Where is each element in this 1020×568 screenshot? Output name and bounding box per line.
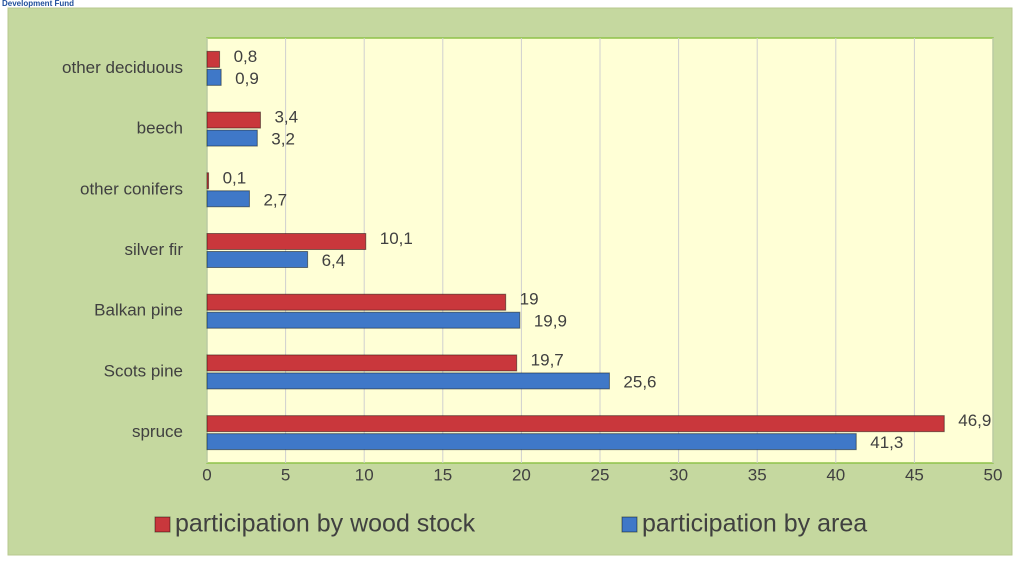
value-label: 3,2: [271, 130, 295, 149]
bar: [206, 372, 610, 390]
x-tick-label: 35: [748, 465, 767, 484]
y-tick-label: other deciduous: [62, 58, 183, 77]
value-label: 41,3: [870, 433, 903, 452]
x-tick-label: 25: [591, 465, 610, 484]
x-tick-label: 0: [202, 465, 211, 484]
value-label: 2,7: [263, 190, 287, 209]
x-tick-label: 40: [826, 465, 845, 484]
bar: [206, 111, 261, 129]
bar: [206, 354, 518, 372]
bar: [206, 433, 857, 451]
y-tick-label: Scots pine: [104, 361, 183, 380]
x-tick-label: 5: [281, 465, 290, 484]
x-tick-label: 50: [984, 465, 1003, 484]
bar: [206, 293, 507, 311]
bar: [206, 172, 210, 190]
bar: [206, 68, 222, 86]
y-tick-label: silver fir: [124, 240, 183, 259]
bar: [206, 311, 521, 329]
legend-label: participation by wood stock: [175, 510, 476, 538]
value-label: 0,8: [234, 47, 258, 66]
value-label: 19,9: [534, 312, 567, 331]
y-tick-label: spruce: [132, 422, 183, 441]
bar: [206, 415, 945, 433]
value-label: 19,7: [531, 350, 564, 369]
value-label: 46,9: [958, 411, 991, 430]
bar: [206, 233, 367, 250]
bar: [206, 251, 309, 268]
bar: [206, 129, 258, 147]
value-label: 0,9: [235, 69, 259, 88]
source-note: Development Fund: [2, 0, 74, 8]
legend-label: participation by area: [642, 510, 867, 538]
value-label: 3,4: [274, 108, 298, 127]
value-label: 10,1: [380, 229, 413, 248]
x-tick-label: 10: [355, 465, 374, 484]
bar: [206, 190, 250, 208]
y-tick-label: other conifers: [80, 179, 183, 198]
y-tick-label: beech: [137, 119, 183, 138]
x-tick-label: 15: [433, 465, 452, 484]
y-tick-label: Balkan pine: [94, 301, 183, 320]
x-tick-label: 20: [512, 465, 531, 484]
bar: [206, 50, 221, 68]
x-tick-label: 45: [905, 465, 924, 484]
legend-marker: [154, 516, 171, 533]
value-label: 0,1: [223, 168, 247, 187]
value-label: 6,4: [322, 251, 346, 270]
value-label: 25,6: [623, 372, 656, 391]
legend-marker: [621, 516, 638, 533]
value-label: 19: [520, 290, 539, 309]
x-tick-label: 30: [669, 465, 688, 484]
